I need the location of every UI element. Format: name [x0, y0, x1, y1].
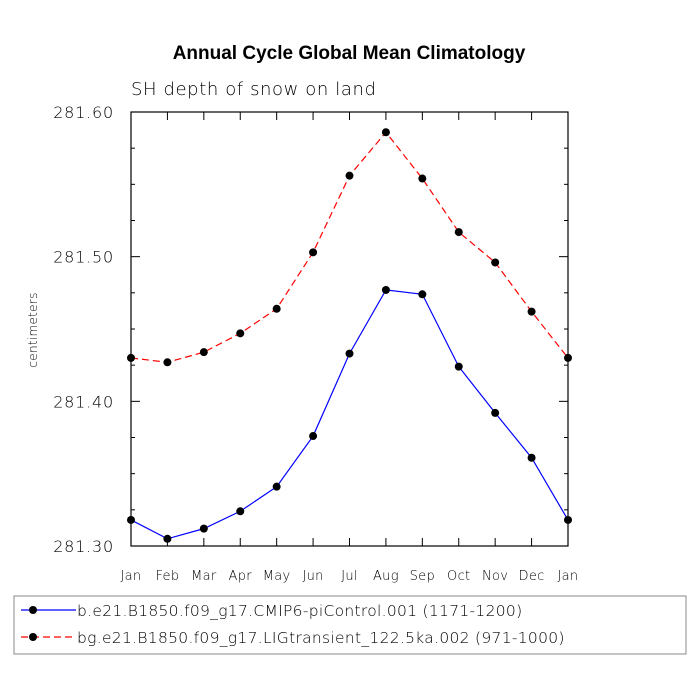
series-2-point — [199, 348, 208, 357]
series-1-point — [236, 507, 245, 516]
series-2-point — [163, 358, 172, 367]
x-tick-label: Jan — [121, 569, 142, 584]
y-tick-label: 281.50 — [53, 248, 114, 267]
legend-marker-1 — [29, 606, 37, 614]
series-2-point — [491, 258, 500, 267]
series-2-line — [130, 131, 569, 363]
x-tick-label: Oct — [447, 569, 470, 584]
legend-box — [13, 595, 687, 655]
series-1-point — [564, 515, 572, 524]
series-2-point — [454, 228, 463, 237]
x-tick-label: May — [263, 569, 291, 584]
x-tick-label: Aug — [373, 569, 399, 584]
y-tick-label: 281.40 — [53, 392, 114, 411]
series-1-line — [130, 289, 569, 540]
y-tick-label: 281.30 — [53, 537, 114, 556]
series-2-point — [127, 353, 135, 362]
chart-title: Annual Cycle Global Mean Climatology — [173, 43, 526, 64]
series-2-point — [527, 307, 536, 316]
legend-label-2: bg.e21.B1850.f09_g17.LIGtransient_122.5k… — [77, 629, 565, 647]
series-1-point — [491, 408, 500, 417]
series-2-point — [381, 128, 390, 137]
x-tick-label: Jun — [302, 569, 323, 584]
x-tick-label: Apr — [229, 569, 253, 584]
series-1-point — [454, 362, 463, 371]
series-2-point — [418, 174, 427, 183]
series-2-point — [236, 329, 245, 338]
y-tick-label: 281.60 — [53, 103, 114, 122]
y-axis-label: centimeters — [26, 292, 40, 367]
x-tick-label: Dec — [519, 569, 545, 584]
series-2-point — [345, 171, 354, 180]
x-tick-label: Jul — [341, 569, 358, 584]
series-2-point — [564, 353, 572, 362]
x-tick-label: Sep — [410, 569, 435, 584]
legend-marker-2 — [29, 633, 37, 641]
series-1-point — [127, 515, 135, 524]
plot-area: Jan Feb Mar Apr May Jun Jul Aug Sep Oct Nov Dec Jan 2… — [53, 103, 578, 584]
series-1-point — [199, 524, 208, 533]
series-1-point — [309, 432, 318, 441]
series-1-point — [381, 285, 390, 294]
x-tick-label: Jan — [558, 569, 579, 584]
series-1-point — [527, 453, 536, 462]
series-1-point — [345, 349, 354, 358]
legend: b.e21.B1850.f09_g17.CMIP6-piControl.001 … — [13, 595, 687, 655]
series-1-point — [418, 290, 427, 299]
legend-label-1: b.e21.B1850.f09_g17.CMIP6-piControl.001 … — [77, 602, 522, 620]
series-2-point — [272, 304, 281, 313]
x-tick-label: Nov — [482, 569, 508, 584]
chart-subtitle: SH depth of snow on land — [131, 79, 377, 100]
series-2-point — [309, 248, 318, 257]
x-tick-label: Mar — [191, 569, 217, 584]
x-tick-label: Feb — [155, 569, 179, 584]
series-1-point — [272, 482, 281, 491]
series-1-point — [163, 534, 172, 543]
